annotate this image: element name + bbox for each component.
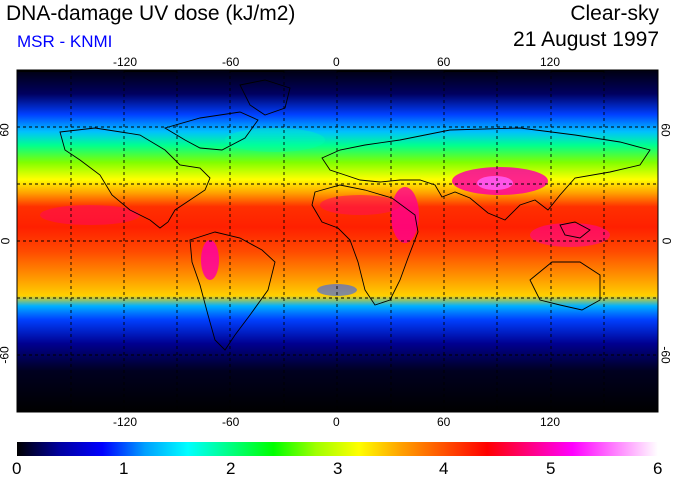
- colorbar-label: 2: [226, 459, 236, 478]
- lon-tick-top: 120: [540, 55, 561, 69]
- lat-tick-left: -60: [0, 346, 12, 364]
- lon-tick-bottom: 120: [540, 415, 561, 429]
- map-frame: [16, 69, 659, 413]
- uv-dose-map: [16, 69, 659, 413]
- lat-tick-right: -60: [658, 346, 673, 364]
- colorbar-label: 4: [439, 459, 449, 478]
- lat-tick-right: 60: [658, 123, 673, 137]
- date-label: 21 August 1997: [513, 28, 659, 51]
- graticule: [17, 70, 658, 412]
- colorbar-label: 0: [12, 459, 22, 478]
- colorbar-label: 6: [653, 459, 663, 478]
- colorbar-label: 1: [119, 459, 129, 478]
- lat-tick-right: 0: [659, 237, 674, 245]
- lon-tick-top: 60: [437, 55, 451, 69]
- lon-tick-bottom: -120: [113, 415, 138, 429]
- lon-tick-top: -120: [113, 55, 138, 69]
- colorbar: [17, 442, 658, 456]
- lon-tick-bottom: 0: [333, 415, 340, 429]
- colorbar-label: 3: [333, 459, 343, 478]
- lon-tick-top: -60: [222, 55, 240, 69]
- lon-tick-top: 0: [333, 55, 340, 69]
- coastlines: [59, 79, 651, 351]
- product-label: Clear-sky: [570, 2, 659, 25]
- uv-hotspots: [40, 128, 610, 296]
- colorbar-label: 5: [546, 459, 556, 478]
- map-title: DNA-damage UV dose (kJ/m2): [6, 2, 296, 25]
- lat-tick-left: 0: [0, 238, 12, 245]
- credit-label: MSR - KNMI: [17, 32, 113, 51]
- lon-tick-bottom: -60: [222, 415, 240, 429]
- lon-tick-bottom: 60: [437, 415, 451, 429]
- lat-tick-left: 60: [0, 123, 12, 137]
